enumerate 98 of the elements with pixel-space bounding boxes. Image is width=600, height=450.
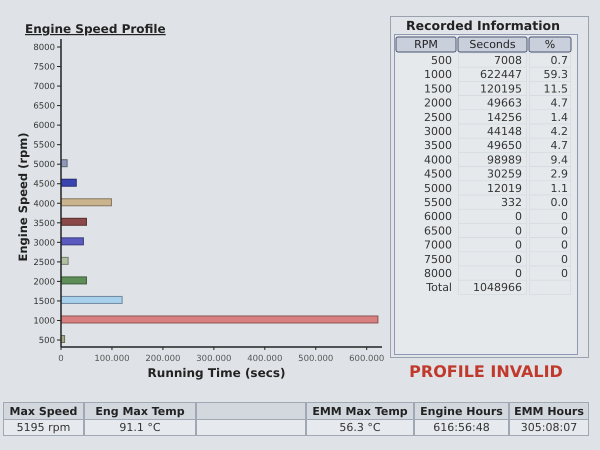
data-label: 0 bbox=[561, 267, 568, 280]
data-label: 120195 bbox=[480, 82, 522, 96]
y-tick-label: 8000 bbox=[33, 43, 55, 53]
data-label: 9.4 bbox=[550, 153, 568, 166]
y-tick-label: 3000 bbox=[424, 125, 452, 138]
data-label: 0 bbox=[561, 238, 568, 252]
bar bbox=[60, 178, 77, 187]
data-label: 4.2 bbox=[550, 125, 568, 138]
data-label: 0 bbox=[561, 252, 568, 266]
y-tick-label: 7000 bbox=[424, 238, 452, 252]
y-tick-label: 1000 bbox=[424, 68, 452, 82]
text: 56.3 °C bbox=[339, 421, 381, 434]
data-label: 0.0 bbox=[550, 196, 568, 209]
data-label: 1.4 bbox=[550, 110, 568, 124]
data-label: 0 bbox=[515, 210, 522, 224]
y-tick-label: 1000 bbox=[33, 316, 55, 326]
chart-title: Engine Speed Profile bbox=[25, 22, 166, 36]
y-tick-label: 2000 bbox=[33, 277, 55, 288]
y-tick-label: 500 bbox=[431, 54, 452, 67]
data-label: 1048966 bbox=[473, 281, 522, 294]
data-label: 4.7 bbox=[550, 96, 568, 110]
y-tick-label: 1500 bbox=[424, 82, 452, 96]
bar bbox=[60, 198, 112, 206]
x-axis-title: Running Time (secs) bbox=[148, 366, 286, 380]
text: 616:56:48 bbox=[433, 421, 490, 434]
data-label: 622447 bbox=[480, 68, 522, 82]
y-tick-label: 6000 bbox=[424, 210, 452, 224]
data-label: 2.9 bbox=[550, 168, 568, 181]
y-tick-label: 2500 bbox=[424, 110, 452, 124]
data-label: 49650 bbox=[487, 139, 522, 152]
data-label: 4.7 bbox=[550, 139, 568, 152]
data-label: 0 bbox=[561, 224, 568, 238]
y-tick-label: 6500 bbox=[33, 102, 55, 112]
x-tick-label: Seconds bbox=[469, 38, 516, 51]
y-tick-label: 7500 bbox=[424, 252, 452, 266]
bar bbox=[60, 218, 87, 226]
category-label: Eng Max Temp bbox=[95, 405, 185, 418]
y-tick-label: 500 bbox=[38, 336, 55, 346]
data-label: 30259 bbox=[487, 168, 522, 181]
data-label: 0 bbox=[515, 267, 522, 280]
x-tick-label: % bbox=[544, 38, 556, 51]
y-tick-label: 4000 bbox=[33, 199, 55, 210]
text: 5195 rpm bbox=[16, 421, 70, 434]
data-label: 0 bbox=[515, 238, 522, 252]
y-axis-title: RPM bbox=[414, 38, 438, 51]
data-label: 49663 bbox=[487, 96, 522, 110]
y-tick-label: Total bbox=[425, 281, 452, 294]
x-tick-label: 100.000 bbox=[94, 354, 130, 364]
y-tick-label: 6500 bbox=[424, 224, 452, 238]
y-tick-label: 7000 bbox=[33, 82, 55, 92]
y-tick-label: 3500 bbox=[33, 218, 55, 229]
category-label: EMM Hours bbox=[514, 405, 584, 418]
y-tick-label: 6000 bbox=[33, 121, 55, 132]
category-label: EMM Max Temp bbox=[312, 405, 408, 418]
category-label: Engine Hours bbox=[420, 405, 504, 418]
y-axis-title: Engine Speed (rpm) bbox=[16, 132, 30, 262]
data-label: 332 bbox=[501, 196, 522, 209]
data-label: 11.5 bbox=[544, 82, 568, 96]
y-tick-label: 2500 bbox=[33, 258, 55, 268]
y-tick-label: 4000 bbox=[424, 153, 452, 166]
y-tick-label: 5000 bbox=[424, 182, 452, 195]
data-label: 44148 bbox=[487, 125, 522, 138]
y-tick-label: 5000 bbox=[33, 160, 55, 170]
data-label: 0.7 bbox=[550, 54, 568, 67]
category-label: Max Speed bbox=[10, 405, 78, 418]
y-tick-label: 7500 bbox=[33, 62, 55, 73]
y-tick-label: 5500 bbox=[33, 140, 55, 151]
data-label: 0 bbox=[515, 224, 522, 238]
y-tick-label: 2000 bbox=[424, 96, 452, 110]
bar bbox=[60, 315, 378, 324]
y-tick-label: 4500 bbox=[424, 168, 452, 181]
bar bbox=[60, 237, 84, 246]
text: 305:08:07 bbox=[520, 421, 578, 434]
data-label: 59.3 bbox=[544, 68, 568, 82]
text: 91.1 °C bbox=[119, 421, 161, 434]
y-tick-label: 3000 bbox=[33, 238, 55, 248]
x-tick-label: 500.000 bbox=[298, 354, 334, 364]
data-label: 14256 bbox=[487, 110, 522, 124]
bar bbox=[60, 276, 87, 284]
data-label: 0 bbox=[515, 252, 522, 266]
y-tick-label: 3500 bbox=[424, 139, 452, 152]
x-tick-label: 0 bbox=[58, 354, 64, 364]
data-label: 98989 bbox=[487, 153, 522, 166]
bar bbox=[60, 296, 123, 304]
y-tick-label: 5500 bbox=[424, 196, 452, 209]
x-tick-label: 400.000 bbox=[247, 354, 282, 364]
data-label: 7008 bbox=[494, 54, 522, 67]
y-tick-label: 1500 bbox=[33, 296, 55, 307]
x-tick-label: 300.000 bbox=[196, 354, 232, 364]
x-tick-label: 200.000 bbox=[145, 354, 180, 364]
y-tick-label: 4500 bbox=[33, 180, 55, 190]
data-label: 1.1 bbox=[550, 182, 568, 195]
chart-title: Recorded Information bbox=[406, 18, 560, 33]
text: PROFILE INVALID bbox=[409, 362, 563, 381]
y-tick-label: 8000 bbox=[424, 267, 452, 280]
data-label: 0 bbox=[561, 210, 568, 224]
x-tick-label: 600.000 bbox=[349, 354, 384, 364]
data-label: 12019 bbox=[487, 182, 522, 195]
